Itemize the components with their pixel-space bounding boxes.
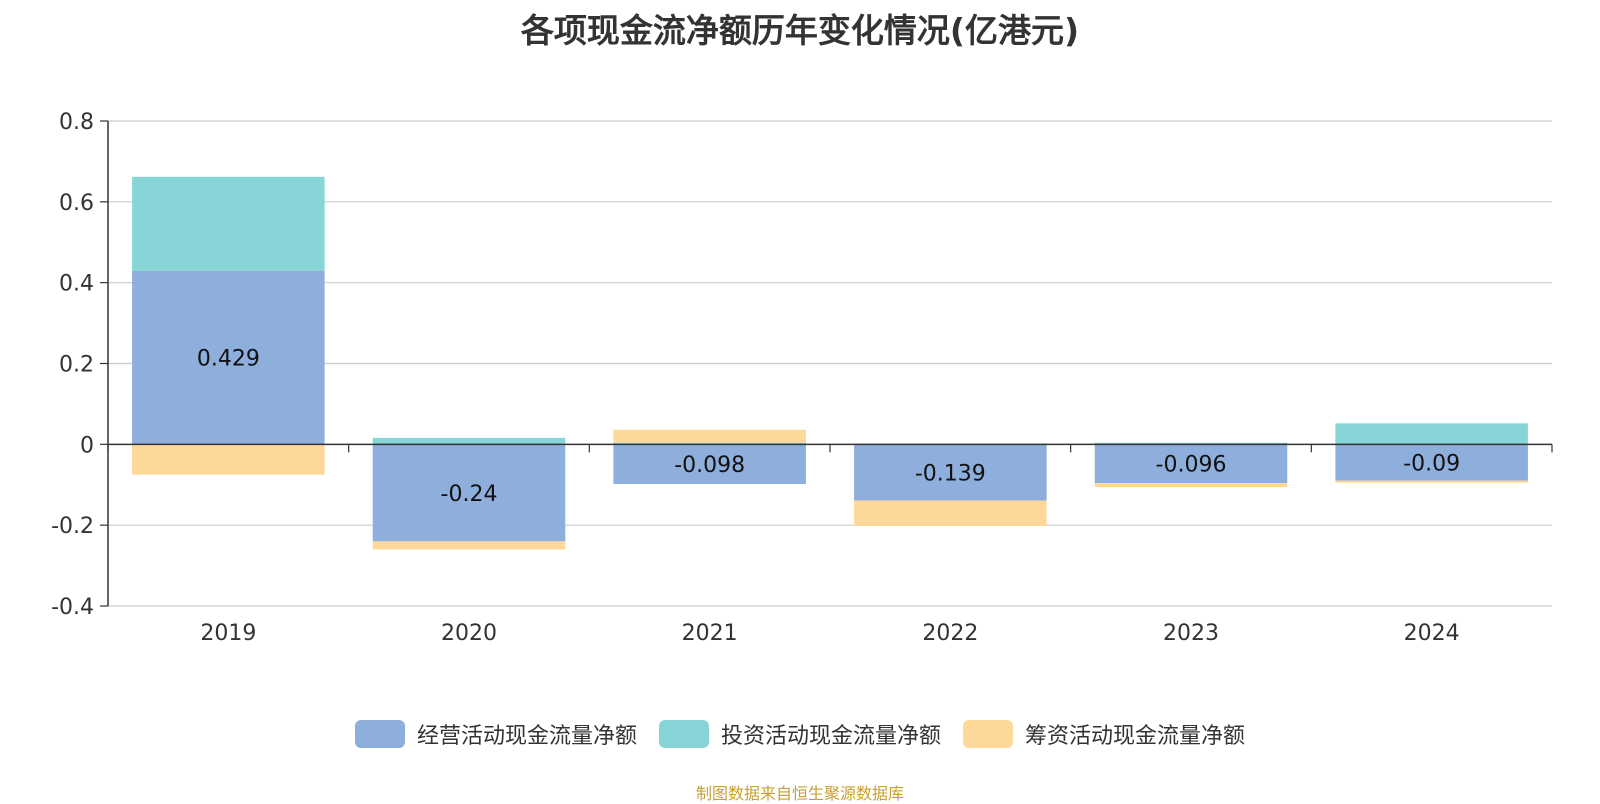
bar-segment	[613, 444, 806, 484]
bar-segment	[1335, 423, 1528, 445]
data-labels: 0.429 -0.24 -0.098 -0.139 -0.096 -0.09	[197, 347, 1460, 507]
bar-segment	[372, 437, 566, 445]
x-tick-label: 2021	[682, 621, 738, 646]
bar-segment	[372, 541, 566, 550]
bar-segment	[132, 176, 325, 271]
data-label: -0.09	[1403, 452, 1460, 477]
bars	[132, 176, 1528, 550]
stacked-bar-chart: 0.8 0.6 0.4 0.2 0 -0.2 -0.4 2019 2020 2021 2022 202…	[51, 110, 1553, 646]
data-label: -0.098	[674, 453, 745, 478]
y-tick-label: 0.8	[59, 110, 94, 135]
source-note: 制图数据来自恒生聚源数据库	[695, 784, 904, 803]
legend-label: 筹资活动现金流量净额	[1025, 724, 1246, 749]
x-tick-label: 2024	[1404, 621, 1460, 646]
legend-swatch	[658, 720, 709, 748]
legend-item[interactable]: 经营活动现金流量净额	[354, 718, 637, 750]
grid-lines	[108, 120, 1552, 607]
bar-segment	[613, 442, 806, 445]
data-label: -0.139	[915, 461, 986, 486]
data-label: 0.429	[197, 347, 260, 372]
bar-segment	[1094, 483, 1288, 488]
x-tick-label: 2020	[441, 621, 497, 646]
y-tick-label: -0.4	[51, 595, 94, 620]
bar-segment	[613, 429, 806, 443]
legend: 经营活动现金流量净额 投资活动现金流量净额 筹资活动现金流量净额	[0, 718, 1600, 750]
chart-title: 各项现金流净额历年变化情况(亿港元)	[520, 11, 1080, 50]
bar-segment	[132, 444, 325, 475]
bar-segment	[1094, 444, 1288, 484]
bar-segment	[1094, 442, 1288, 445]
axes: 0.8 0.6 0.4 0.2 0 -0.2 -0.4 2019 2020 2021 2022 202…	[51, 110, 1553, 646]
data-label: -0.096	[1156, 453, 1227, 478]
legend-swatch	[963, 720, 1013, 748]
x-tick-label: 2022	[922, 621, 978, 646]
x-tick-label: 2023	[1163, 621, 1219, 646]
legend-item[interactable]: 筹资活动现金流量净额	[963, 718, 1245, 750]
y-tick-label: 0.4	[59, 272, 94, 297]
legend-swatch	[354, 720, 405, 748]
bar-segment	[854, 444, 1047, 501]
legend-label: 投资活动现金流量净额	[720, 724, 941, 749]
legend-item[interactable]: 投资活动现金流量净额	[658, 718, 941, 750]
y-tick-label: 0.6	[59, 191, 94, 216]
bar-segment	[854, 500, 1047, 526]
legend-label: 经营活动现金流量净额	[416, 724, 637, 749]
bar-segment	[1335, 480, 1528, 483]
bar-segment	[372, 444, 566, 542]
y-tick-label: -0.2	[51, 514, 94, 539]
bar-segment	[1335, 444, 1528, 481]
data-label: -0.24	[441, 482, 498, 507]
x-tick-label: 2019	[200, 621, 256, 646]
y-tick-label: 0.2	[59, 353, 94, 378]
bar-segment	[132, 270, 325, 445]
y-tick-label: 0	[80, 433, 94, 458]
